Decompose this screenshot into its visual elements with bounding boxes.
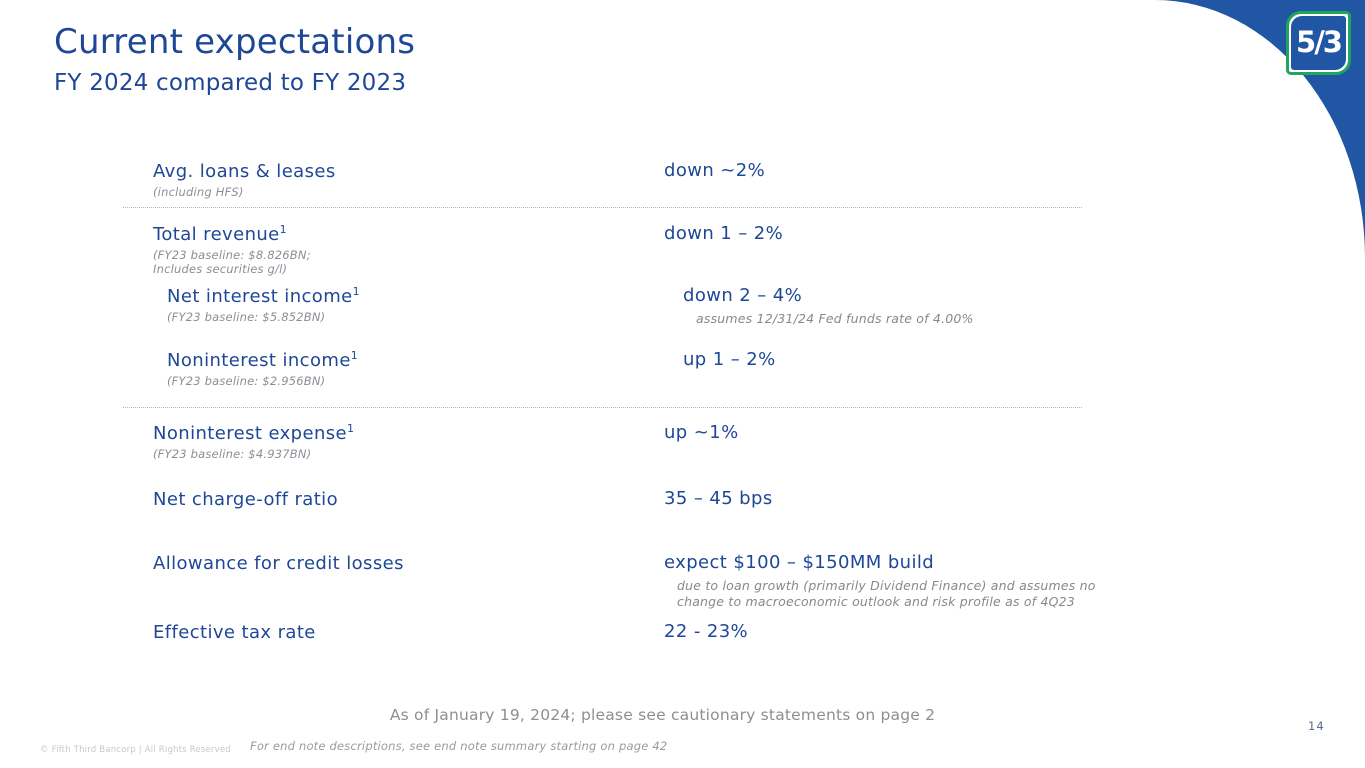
divider (123, 207, 1082, 208)
row-sublabel: (FY23 baseline: $4.937BN) (153, 447, 312, 461)
footnote-ref: 1 (350, 349, 358, 362)
copyright-text: © Fifth Third Bancorp | All Rights Reser… (40, 745, 231, 755)
row-label: Net interest income1 (FY23 baseline: $5.… (167, 285, 360, 324)
expectations-table: Avg. loans & leases (including HFS) down… (153, 0, 1153, 768)
row-label: Allowance for credit losses (153, 553, 404, 574)
row-label: Total revenue1 (FY23 baseline: $8.826BN;… (153, 223, 311, 276)
row-value: down 2 – 4% assumes 12/31/24 Fed funds r… (683, 285, 974, 326)
row-label: Net charge-off ratio (153, 489, 338, 510)
page-subtitle: FY 2024 compared to FY 2023 (54, 70, 407, 96)
row-sublabel: (FY23 baseline: $8.826BN; Includes secur… (153, 248, 311, 276)
footnote-ref: 1 (347, 422, 355, 435)
endnote-reference: For end note descriptions, see end note … (250, 739, 668, 753)
fifth-third-logo: 5/3 (1286, 11, 1351, 75)
as-of-note: As of January 19, 2024; please see cauti… (389, 706, 936, 724)
row-value: 35 – 45 bps (664, 488, 773, 509)
row-label: Avg. loans & leases (including HFS) (153, 161, 336, 199)
row-value-note: due to loan growth (primarily Dividend F… (677, 578, 1096, 609)
fifth-third-logo-icon: 5/3 (1291, 16, 1346, 70)
row-value: 22 - 23% (664, 621, 749, 642)
row-label: Effective tax rate (153, 622, 316, 643)
row-label: Noninterest expense1 (FY23 baseline: $4.… (153, 422, 355, 461)
logo-53-text: 5/3 (1296, 25, 1343, 59)
row-sublabel: (including HFS) (153, 185, 244, 199)
row-value: down 1 – 2% (664, 223, 784, 244)
row-sublabel: (FY23 baseline: $2.956BN) (167, 374, 326, 388)
row-sublabel: (FY23 baseline: $5.852BN) (167, 310, 326, 324)
row-value: down ~2% (664, 160, 766, 181)
page-number: 14 (1308, 719, 1325, 733)
footnote-ref: 1 (279, 223, 287, 236)
row-value: expect $100 – $150MM build due to loan g… (664, 552, 1096, 609)
row-value: up 1 – 2% (683, 349, 776, 370)
row-value: up ~1% (664, 422, 739, 443)
page-title: Current expectations (54, 22, 416, 62)
divider (123, 407, 1082, 408)
footnote-ref: 1 (352, 285, 360, 298)
row-label: Noninterest income1 (FY23 baseline: $2.9… (167, 349, 358, 388)
row-value-note: assumes 12/31/24 Fed funds rate of 4.00% (696, 311, 974, 326)
